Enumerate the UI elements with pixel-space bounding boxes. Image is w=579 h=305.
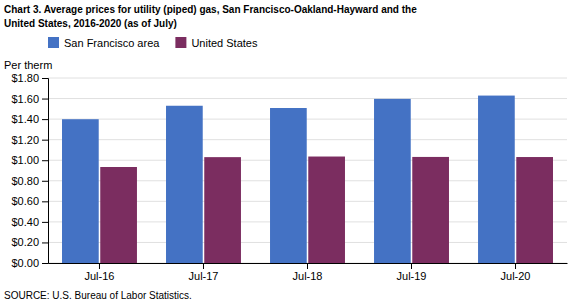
y-tick-label: $1.00: [11, 154, 39, 166]
legend-swatch: [175, 37, 186, 48]
x-tick-mark: [99, 263, 100, 269]
legend-item: San Francisco area: [48, 37, 160, 49]
y-tick-mark: [42, 242, 48, 243]
chart: Chart 3. Average prices for utility (pip…: [0, 0, 579, 305]
legend: San Francisco area United States: [48, 37, 258, 49]
y-tick-label: $1.20: [11, 134, 39, 146]
y-tick-label: $1.80: [11, 72, 39, 84]
legend-swatch: [48, 37, 59, 48]
y-axis-label: Per therm: [4, 59, 52, 71]
y-tick-mark: [42, 78, 48, 79]
y-tick: $1.20: [11, 134, 48, 146]
y-tick-label: $0.00: [11, 257, 39, 269]
y-tick-label: $0.20: [11, 236, 39, 248]
y-axis: $0.00 $0.20 $0.40 $0.60 $0.80 $1.00 $1.20 $1.40…: [11, 72, 48, 269]
y-tick: $0.00: [11, 257, 48, 269]
bar: [308, 157, 345, 263]
bar: [478, 96, 515, 263]
bar: [412, 157, 449, 263]
y-tick: $1.60: [11, 93, 48, 105]
y-tick-label: $0.60: [11, 195, 39, 207]
y-tick-mark: [42, 222, 48, 223]
y-tick: $0.20: [11, 236, 48, 248]
bar-series: [62, 96, 515, 263]
x-tick-label: Jul-18: [293, 270, 323, 282]
x-tick-label: Jul-16: [84, 270, 114, 282]
x-tick: Jul-16: [84, 263, 114, 282]
x-tick: Jul-19: [397, 263, 427, 282]
y-tick: $0.60: [11, 195, 48, 207]
y-tick: $1.40: [11, 113, 48, 125]
bar: [204, 157, 241, 263]
x-tick-mark: [515, 263, 516, 269]
y-tick-mark: [42, 140, 48, 141]
title: Chart 3. Average prices for utility (pip…: [4, 4, 417, 15]
x-tick: Jul-18: [293, 263, 323, 282]
bar: [100, 167, 137, 263]
y-tick-label: $0.80: [11, 175, 39, 187]
y-tick: $0.80: [11, 175, 48, 187]
subtitle: United States, 2016-2020 (as of July): [4, 18, 177, 29]
grid-line: [48, 78, 567, 79]
legend-item: United States: [175, 37, 258, 49]
y-tick-mark: [42, 201, 48, 202]
bars: [62, 96, 553, 263]
x-axis: Jul-16 Jul-17 Jul-18 Jul-19 Jul-20: [49, 263, 568, 282]
y-tick: $1.00: [11, 154, 48, 166]
y-axis-line: [42, 79, 49, 264]
bar: [62, 119, 99, 263]
x-tick-label: Jul-20: [501, 270, 531, 282]
bar: [270, 108, 307, 263]
x-tick-mark: [307, 263, 308, 269]
y-tick-label: $1.60: [11, 93, 39, 105]
y-tick-mark: [42, 99, 48, 100]
y-tick-mark: [42, 119, 48, 120]
x-tick-mark: [203, 263, 204, 269]
bar: [166, 106, 203, 263]
bar: [516, 157, 553, 263]
x-tick: Jul-20: [501, 263, 531, 282]
y-tick-mark: [42, 263, 48, 264]
y-tick-label: $1.40: [11, 113, 39, 125]
legend-label: San Francisco area: [64, 37, 160, 49]
y-tick: $1.80: [11, 72, 48, 84]
bar-series: [100, 157, 553, 263]
legend-label: United States: [191, 37, 258, 49]
y-tick: $0.40: [11, 216, 48, 228]
y-tick-mark: [42, 160, 48, 161]
y-tick-mark: [42, 181, 48, 182]
x-tick-label: Jul-17: [189, 270, 219, 282]
y-tick-label: $0.40: [11, 216, 39, 228]
grid: [48, 78, 567, 263]
x-tick: Jul-17: [189, 263, 219, 282]
x-tick-label: Jul-19: [397, 270, 427, 282]
bar: [374, 99, 411, 263]
x-tick-mark: [411, 263, 412, 269]
annotation: SOURCE: U.S. Bureau of Labor Statistics.: [4, 290, 192, 301]
